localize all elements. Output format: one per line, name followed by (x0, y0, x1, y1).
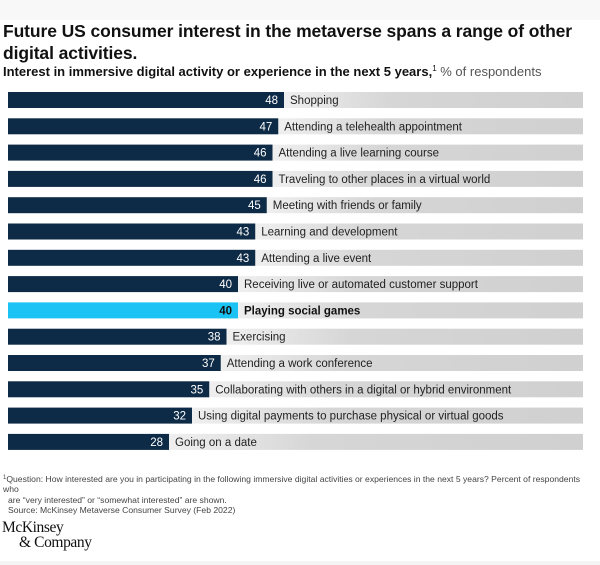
value-label: 40 (219, 305, 232, 317)
category-label: Going on a date (175, 437, 257, 449)
bar-track (192, 407, 583, 424)
category-label: Meeting with friends or family (273, 200, 422, 212)
footnote: 1Question: How interested are you in par… (3, 474, 595, 515)
value-label: 28 (150, 437, 163, 449)
bottom-strip (0, 561, 600, 565)
value-label: 46 (254, 148, 267, 160)
value-label: 43 (236, 253, 249, 265)
bar-track (169, 433, 583, 450)
bar-row-attending-a-live-event: 43 Attending a live event (8, 249, 583, 266)
logo-line-2: & Company (19, 534, 92, 551)
bar-track (255, 249, 583, 266)
bar (8, 223, 256, 240)
bar (8, 276, 238, 293)
value-label: 37 (202, 358, 215, 370)
category-label: Learning and development (261, 227, 398, 239)
value-label: 47 (259, 121, 272, 133)
bar-chart: 48 Shopping 47 Attending a telehealth appoi… (8, 92, 583, 450)
category-label: Shopping (290, 95, 339, 107)
value-label: 45 (248, 200, 261, 212)
subtitle-footnote-marker: 1 (432, 64, 437, 73)
bar-row-playing-social-games: 40 Playing social games (8, 302, 583, 319)
bar (8, 433, 169, 450)
bar-track (255, 223, 583, 240)
bar (8, 381, 210, 398)
bar-track (272, 170, 583, 187)
category-label: Collaborating with others in a digital o… (215, 384, 512, 396)
chart-subtitle: Interest in immersive digital activity o… (3, 64, 593, 80)
bar-row-meeting-with-friends-or-family: 45 Meeting with friends or family (8, 197, 583, 214)
bar (8, 118, 279, 135)
category-label: Traveling to other places in a virtual w… (279, 174, 491, 186)
category-label: Receiving live or automated customer sup… (244, 279, 479, 291)
bar-row-collaborating-with-others-in-a-digital-or-hybrid-environment: 35 Collaborating with others in a digital… (8, 381, 583, 398)
bar-row-learning-and-development: 43 Learning and development (8, 223, 583, 240)
bar (8, 92, 284, 108)
mckinsey-logo: McKinsey & Company (2, 519, 92, 551)
chart-title: Future US consumer interest in the metav… (3, 21, 573, 63)
category-label: Exercising (233, 332, 286, 344)
footnote-source: Source: McKinsey Metaverse Consumer Surv… (8, 504, 236, 515)
category-label: Attending a live learning course (279, 148, 439, 160)
value-label: 43 (236, 227, 249, 239)
bar-track (220, 355, 583, 371)
value-label: 38 (208, 332, 221, 344)
value-label: 48 (265, 95, 278, 107)
bar-track (272, 144, 583, 161)
bar-row-going-on-a-date: 28 Going on a date (8, 433, 583, 450)
bar (8, 249, 256, 266)
category-label: Attending a telehealth appointment (284, 121, 463, 133)
logo-line-1: McKinsey (2, 519, 64, 536)
bar-row-traveling-to-other-places-in-a-virtual-world: 46 Traveling to other places in a virtual… (8, 170, 583, 187)
value-label: 32 (173, 411, 186, 423)
bar-row-shopping: 48 Shopping (8, 92, 583, 108)
bar-row-exercising: 38 Exercising (8, 328, 583, 345)
top-strip (0, 0, 600, 20)
subtitle-text: Interest in immersive digital activity o… (3, 64, 433, 79)
bar (8, 144, 273, 161)
subtitle-unit: % of respondents (440, 64, 542, 79)
bar-track (238, 276, 583, 293)
bar (8, 328, 227, 345)
footnote-question-line: 1Question: How interested are you in par… (3, 474, 580, 494)
category-label: Using digital payments to purchase physi… (198, 411, 504, 423)
bar (8, 407, 192, 424)
bar-track (266, 197, 583, 214)
bar-track (278, 118, 583, 135)
bar (8, 197, 267, 214)
category-label: Playing social games (244, 305, 360, 317)
bar-row-attending-a-work-conference: 37 Attending a work conference (8, 355, 583, 371)
value-label: 35 (190, 384, 203, 396)
bar-track (209, 381, 583, 398)
bar-row-using-digital-payments-to-purchase-physical-or-virtual-goods: 32 Using digital payments to purchase phy… (8, 407, 583, 424)
bar-track (226, 328, 583, 345)
bar (8, 302, 238, 319)
bar-track (284, 92, 583, 108)
value-label: 46 (254, 174, 267, 186)
value-label: 40 (219, 279, 232, 291)
bar-track (238, 302, 583, 319)
footnote-marker: 1 (3, 475, 7, 481)
footnote-question: Question: How interested are you in part… (3, 474, 581, 495)
bar (8, 170, 273, 187)
bar-row-attending-a-telehealth-appointment: 47 Attending a telehealth appointment (8, 118, 583, 135)
bar-row-receiving-live-or-automated-customer-support: 40 Receiving live or automated customer s… (8, 276, 583, 293)
footnote-question-cont: are “very interested” or “somewhat inter… (8, 494, 227, 505)
category-label: Attending a live event (261, 253, 372, 265)
category-label: Attending a work conference (227, 358, 373, 370)
bar (8, 355, 221, 371)
bar-row-attending-a-live-learning-course: 46 Attending a live learning course (8, 144, 583, 161)
